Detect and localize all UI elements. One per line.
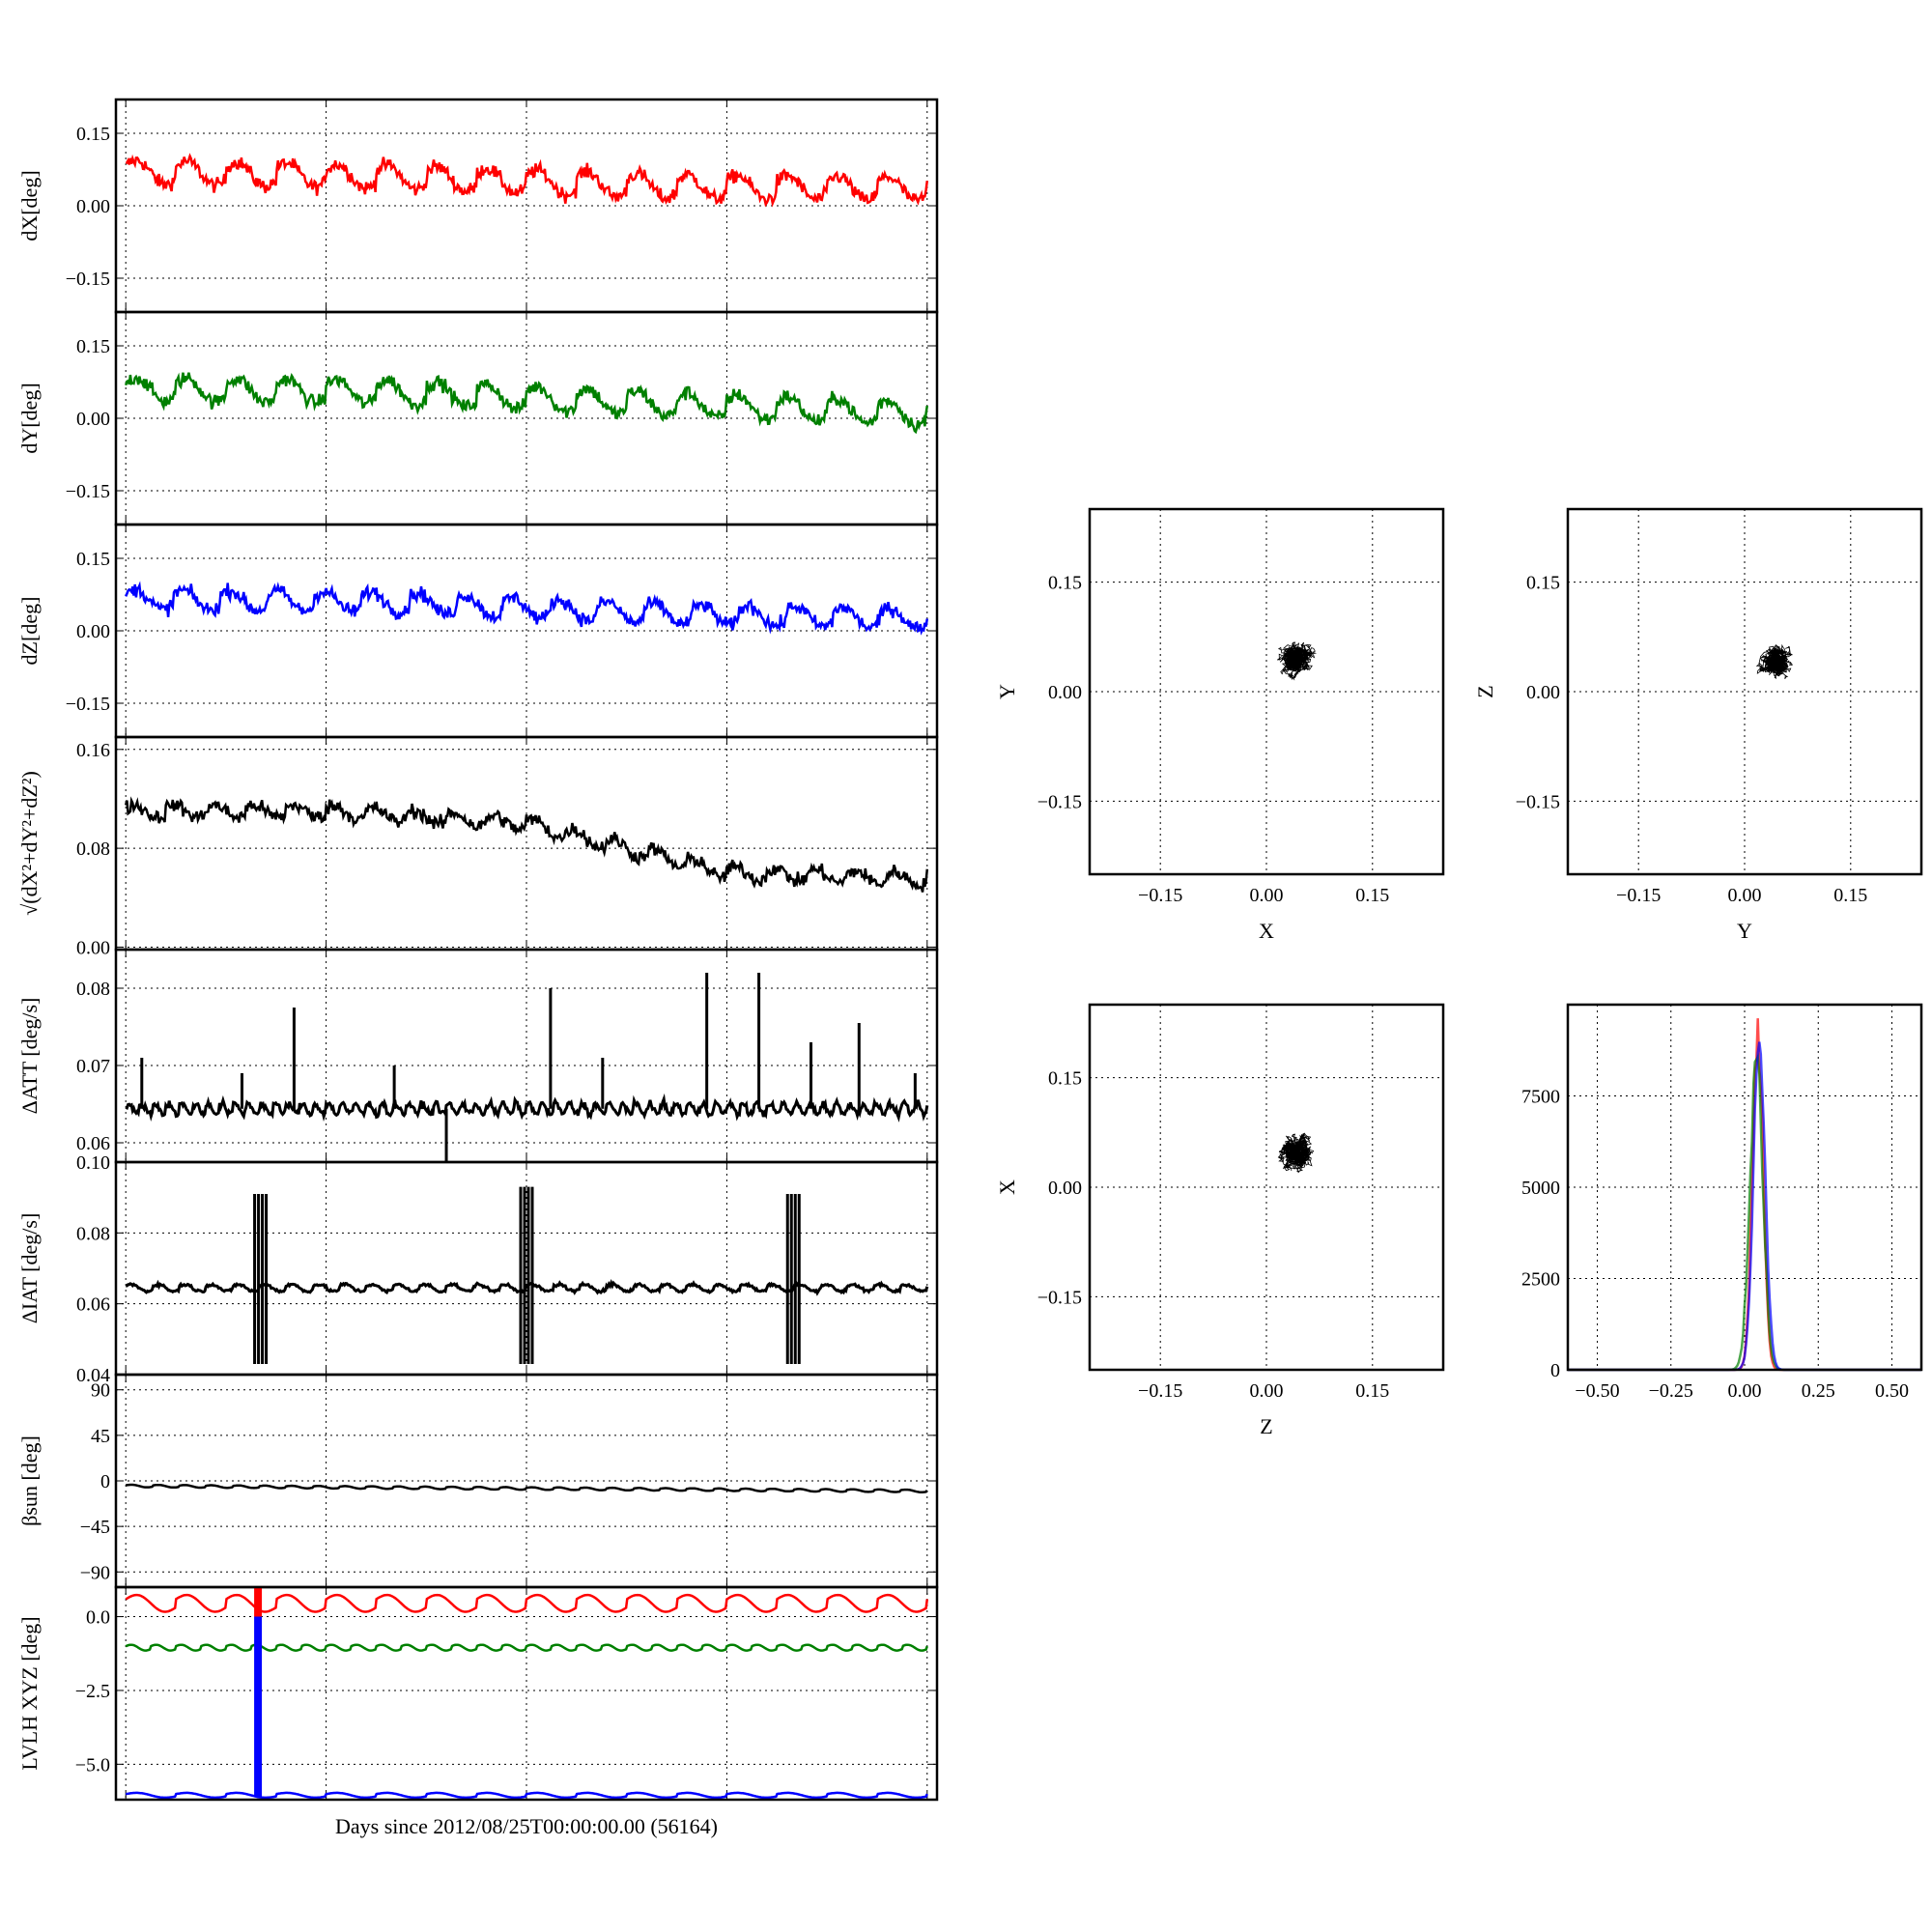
- x-tick-label: 0.25: [1802, 1380, 1835, 1402]
- y-tick-label: 0.07: [76, 1056, 110, 1077]
- shared-x-axis-label: Days since 2012/08/25T00:00:00.00 (56164…: [335, 1814, 718, 1838]
- y-tick-label: −0.15: [66, 694, 110, 715]
- y-tick-label: 0.08: [76, 1223, 110, 1244]
- series-line: [125, 153, 929, 208]
- y-axis-label: Y: [995, 684, 1019, 699]
- series-line: [124, 796, 929, 893]
- y-tick-label: 0.00: [76, 196, 110, 217]
- x-tick-label: 0.00: [1728, 885, 1762, 906]
- y-axis-label: dY[deg]: [17, 383, 42, 453]
- panel-scatter-yz: −0.15 −0.15 0.00 0.00 0.15 0.15 Y Z: [1473, 507, 1923, 943]
- y-tick-label: 45: [91, 1426, 110, 1447]
- x-tick-label: −0.15: [1138, 885, 1182, 906]
- panel-diat: 0.04 0.06 0.08 0.10 ΔIAT [deg/s]: [17, 1152, 939, 1386]
- y-tick-label: −0.15: [1516, 791, 1560, 812]
- y-tick-label: 0.00: [76, 409, 110, 430]
- y-tick-label: 0.06: [76, 1133, 110, 1154]
- x-tick-label: −0.25: [1649, 1380, 1693, 1402]
- y-tick-label: 0.15: [76, 549, 110, 570]
- panel-beta: −90 −45 0 45 90 βsun [deg]: [17, 1373, 939, 1589]
- panel-frame: [1566, 1003, 1923, 1372]
- x-tick-label: 0.00: [1250, 885, 1284, 906]
- y-tick-label: 0.00: [76, 937, 110, 958]
- y-tick-label: −0.15: [66, 269, 110, 290]
- panel-dz: −0.15 0.00 0.15 dZ[deg]: [17, 523, 939, 739]
- y-axis-label: ΔIAT [deg/s]: [17, 1213, 42, 1324]
- y-tick-label: 0.15: [1048, 573, 1082, 594]
- panel-dx: −0.15 0.00 0.15 dX[deg]: [17, 98, 939, 314]
- panel-scatter-xy: −0.15 −0.15 0.00 0.00 0.15 0.15 X Y: [995, 507, 1445, 943]
- y-tick-label: −2.5: [75, 1681, 110, 1702]
- series-line: [125, 372, 929, 435]
- y-axis-label: LVLH XYZ [deg]: [17, 1616, 42, 1770]
- y-axis-label: dZ[deg]: [17, 597, 42, 666]
- x-tick-label: 0.00: [1728, 1380, 1762, 1402]
- series-line: [125, 1593, 929, 1613]
- series-line: [125, 1093, 929, 1122]
- series-line: [125, 1791, 928, 1800]
- x-tick-label: 0.50: [1875, 1380, 1909, 1402]
- y-tick-label: −5.0: [75, 1754, 110, 1776]
- series-line: [125, 1643, 928, 1652]
- y-axis-label: βsun [deg]: [17, 1435, 42, 1526]
- y-tick-label: 0.04: [76, 1365, 110, 1386]
- y-tick-label: 0.15: [1048, 1068, 1082, 1090]
- panel-scatter-zx: −0.15 −0.15 0.00 0.00 0.15 0.15 Z X: [995, 1003, 1445, 1438]
- panel-lvlh: −5.0 −2.5 0.0 LVLH XYZ [deg]: [17, 1585, 939, 1802]
- y-tick-label: −90: [80, 1562, 110, 1583]
- y-tick-label: 0.00: [1048, 682, 1082, 703]
- y-axis-label: Z: [1473, 685, 1497, 697]
- x-tick-label: 0.15: [1355, 1380, 1389, 1402]
- y-tick-label: 7500: [1521, 1087, 1560, 1108]
- y-tick-label: −45: [80, 1517, 110, 1538]
- panel-frame: [1088, 1003, 1445, 1372]
- y-tick-label: 90: [91, 1380, 110, 1402]
- y-axis-label: √(dX²+dY²+dZ²): [17, 771, 42, 916]
- y-tick-label: 0.08: [76, 838, 110, 860]
- y-tick-label: −0.15: [1037, 791, 1082, 812]
- panel-frame: [1566, 507, 1923, 876]
- x-tick-label: 0.15: [1355, 885, 1389, 906]
- panel-datt: 0.06 0.07 0.08 ΔATT [deg/s]: [17, 948, 939, 1164]
- trajectory-cloud: [1277, 1132, 1315, 1174]
- x-tick-label: −0.50: [1575, 1380, 1619, 1402]
- trajectory-cloud: [1277, 641, 1318, 681]
- x-tick-label: −0.15: [1616, 885, 1661, 906]
- y-tick-label: 0.00: [76, 621, 110, 642]
- x-axis-label: X: [1259, 919, 1274, 943]
- y-tick-label: 0.15: [76, 336, 110, 357]
- y-tick-label: 0.06: [76, 1294, 110, 1316]
- x-axis-label: Y: [1737, 919, 1752, 943]
- panel-frame: [114, 1585, 939, 1802]
- x-tick-label: 0.00: [1250, 1380, 1284, 1402]
- panel-mag: 0.00 0.08 0.16 √(dX²+dY²+dZ²): [17, 735, 939, 958]
- panel-frame: [1088, 507, 1445, 876]
- x-tick-label: −0.15: [1138, 1380, 1182, 1402]
- y-tick-label: 0.08: [76, 979, 110, 1000]
- y-tick-label: 0.16: [76, 740, 110, 761]
- y-axis-label: dX[deg]: [17, 170, 42, 241]
- y-tick-label: 2500: [1521, 1269, 1560, 1291]
- y-axis-label: ΔATT [deg/s]: [17, 998, 42, 1115]
- y-tick-label: 0.15: [76, 124, 110, 145]
- series-line: [125, 581, 929, 636]
- panel-dy: −0.15 0.00 0.15 dY[deg]: [17, 310, 939, 526]
- y-tick-label: −0.15: [66, 481, 110, 502]
- y-tick-label: 0.00: [1048, 1178, 1082, 1199]
- y-tick-label: 0: [1550, 1360, 1560, 1381]
- y-tick-label: 5000: [1521, 1178, 1560, 1199]
- x-tick-label: 0.15: [1833, 885, 1867, 906]
- trajectory-cloud: [1755, 643, 1793, 680]
- y-tick-label: 0.10: [76, 1152, 110, 1174]
- y-tick-label: 0.15: [1526, 573, 1560, 594]
- series-line: [125, 1483, 928, 1493]
- y-tick-label: 0.0: [86, 1607, 110, 1629]
- y-tick-label: 0: [100, 1471, 110, 1492]
- y-axis-label: X: [995, 1179, 1019, 1195]
- panel-histogram: −0.50 −0.25 0.00 0.25 0.50 0 2500 5000 7500: [1521, 1003, 1923, 1402]
- y-tick-label: −0.15: [1037, 1287, 1082, 1308]
- y-tick-label: 0.00: [1526, 682, 1560, 703]
- x-axis-label: Z: [1260, 1414, 1272, 1438]
